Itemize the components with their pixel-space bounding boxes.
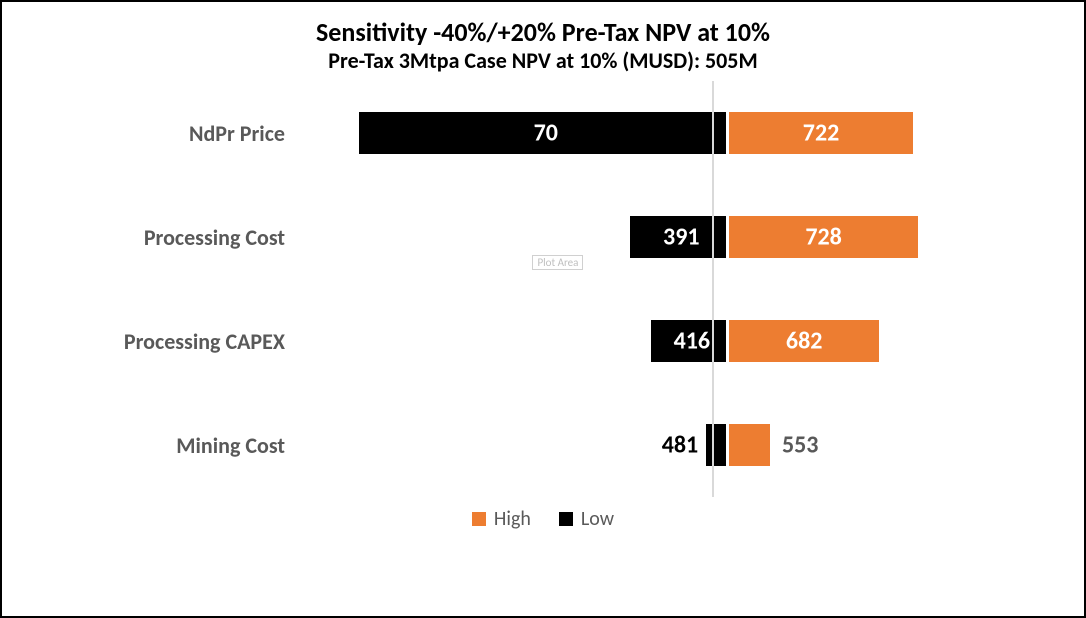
bar-area: 481 553 (303, 393, 1060, 497)
chart-frame: Sensitivity -40%/+20% Pre-Tax NPV at 10%… (0, 0, 1086, 618)
chart-row: NdPr Price 70 722 (26, 81, 1060, 185)
chart-subtitle: Pre-Tax 3Mtpa Case NPV at 10% (MUSD): 50… (26, 48, 1060, 73)
legend-item-high: High (472, 507, 531, 531)
chart-titles: Sensitivity -40%/+20% Pre-Tax NPV at 10%… (26, 18, 1060, 73)
bar-value-high: 728 (805, 223, 842, 252)
bar-value-high: 553 (782, 431, 819, 460)
legend-label-low: Low (581, 507, 614, 531)
bar-area: 391 728 (303, 185, 1060, 289)
category-label: Processing CAPEX (26, 328, 303, 355)
bar-value-high: 722 (803, 119, 840, 148)
chart-title: Sensitivity -40%/+20% Pre-Tax NPV at 10% (26, 18, 1060, 48)
category-label: NdPr Price (26, 120, 303, 147)
category-label: Mining Cost (26, 432, 303, 459)
legend-swatch-low (559, 512, 573, 526)
bar-low (706, 424, 726, 466)
chart-row: Processing Cost 391 728 (26, 185, 1060, 289)
bar-area: 416 682 (303, 289, 1060, 393)
legend-item-low: Low (559, 507, 614, 531)
plot-area-tag: Plot Area (532, 255, 583, 270)
bar-area: 70 722 (303, 81, 1060, 185)
plot-area: NdPr Price70722Processing Cost391728Proc… (26, 81, 1060, 497)
legend-label-high: High (494, 507, 531, 531)
baseline (712, 81, 714, 497)
chart-row: Processing CAPEX 416 682 (26, 289, 1060, 393)
category-label: Processing Cost (26, 224, 303, 251)
bar-value-high: 682 (786, 327, 823, 356)
bar-high (729, 424, 770, 466)
chart-row: Mining Cost 481 553 (26, 393, 1060, 497)
bar-value-low: 481 (662, 431, 699, 460)
legend-swatch-high (472, 512, 486, 526)
bar-value-low: 70 (534, 119, 558, 148)
legend: High Low (26, 507, 1060, 531)
bar-value-low: 416 (674, 327, 711, 356)
bar-value-low: 391 (663, 223, 700, 252)
